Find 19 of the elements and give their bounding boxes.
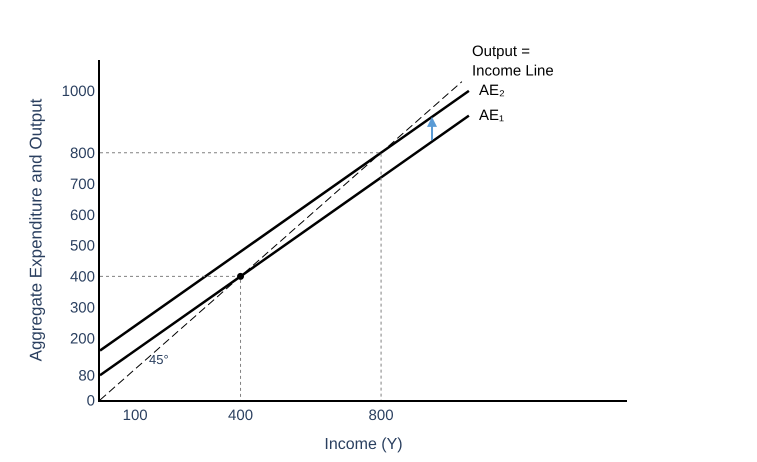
series-label: Output = Income Line [472,43,554,80]
x-tick-label: 100 [122,407,148,424]
y-tick-label: 80 [78,368,95,385]
x-tick-label: 400 [228,407,254,424]
y-tick-label: 500 [70,238,95,255]
y-tick-label: 600 [70,206,95,224]
y-tick-label: 700 [70,176,95,193]
y-tick-label: 800 [70,144,95,162]
y-tick-label: 300 [70,300,95,317]
y-axis-title: Aggregate Expenditure and Output [26,98,46,362]
y-tick-label: 400 [70,268,95,286]
annotation: 45° [149,352,169,367]
y-tick-label: 0 [86,392,95,410]
x-axis-title: Income (Y) [324,436,403,454]
series-label: AE₁ [479,107,504,124]
x-tick-label: 800 [368,407,394,424]
y-tick-label: 1000 [62,83,95,100]
series-label: AE₂ [479,82,506,99]
y-tick-label: 200 [70,330,95,348]
